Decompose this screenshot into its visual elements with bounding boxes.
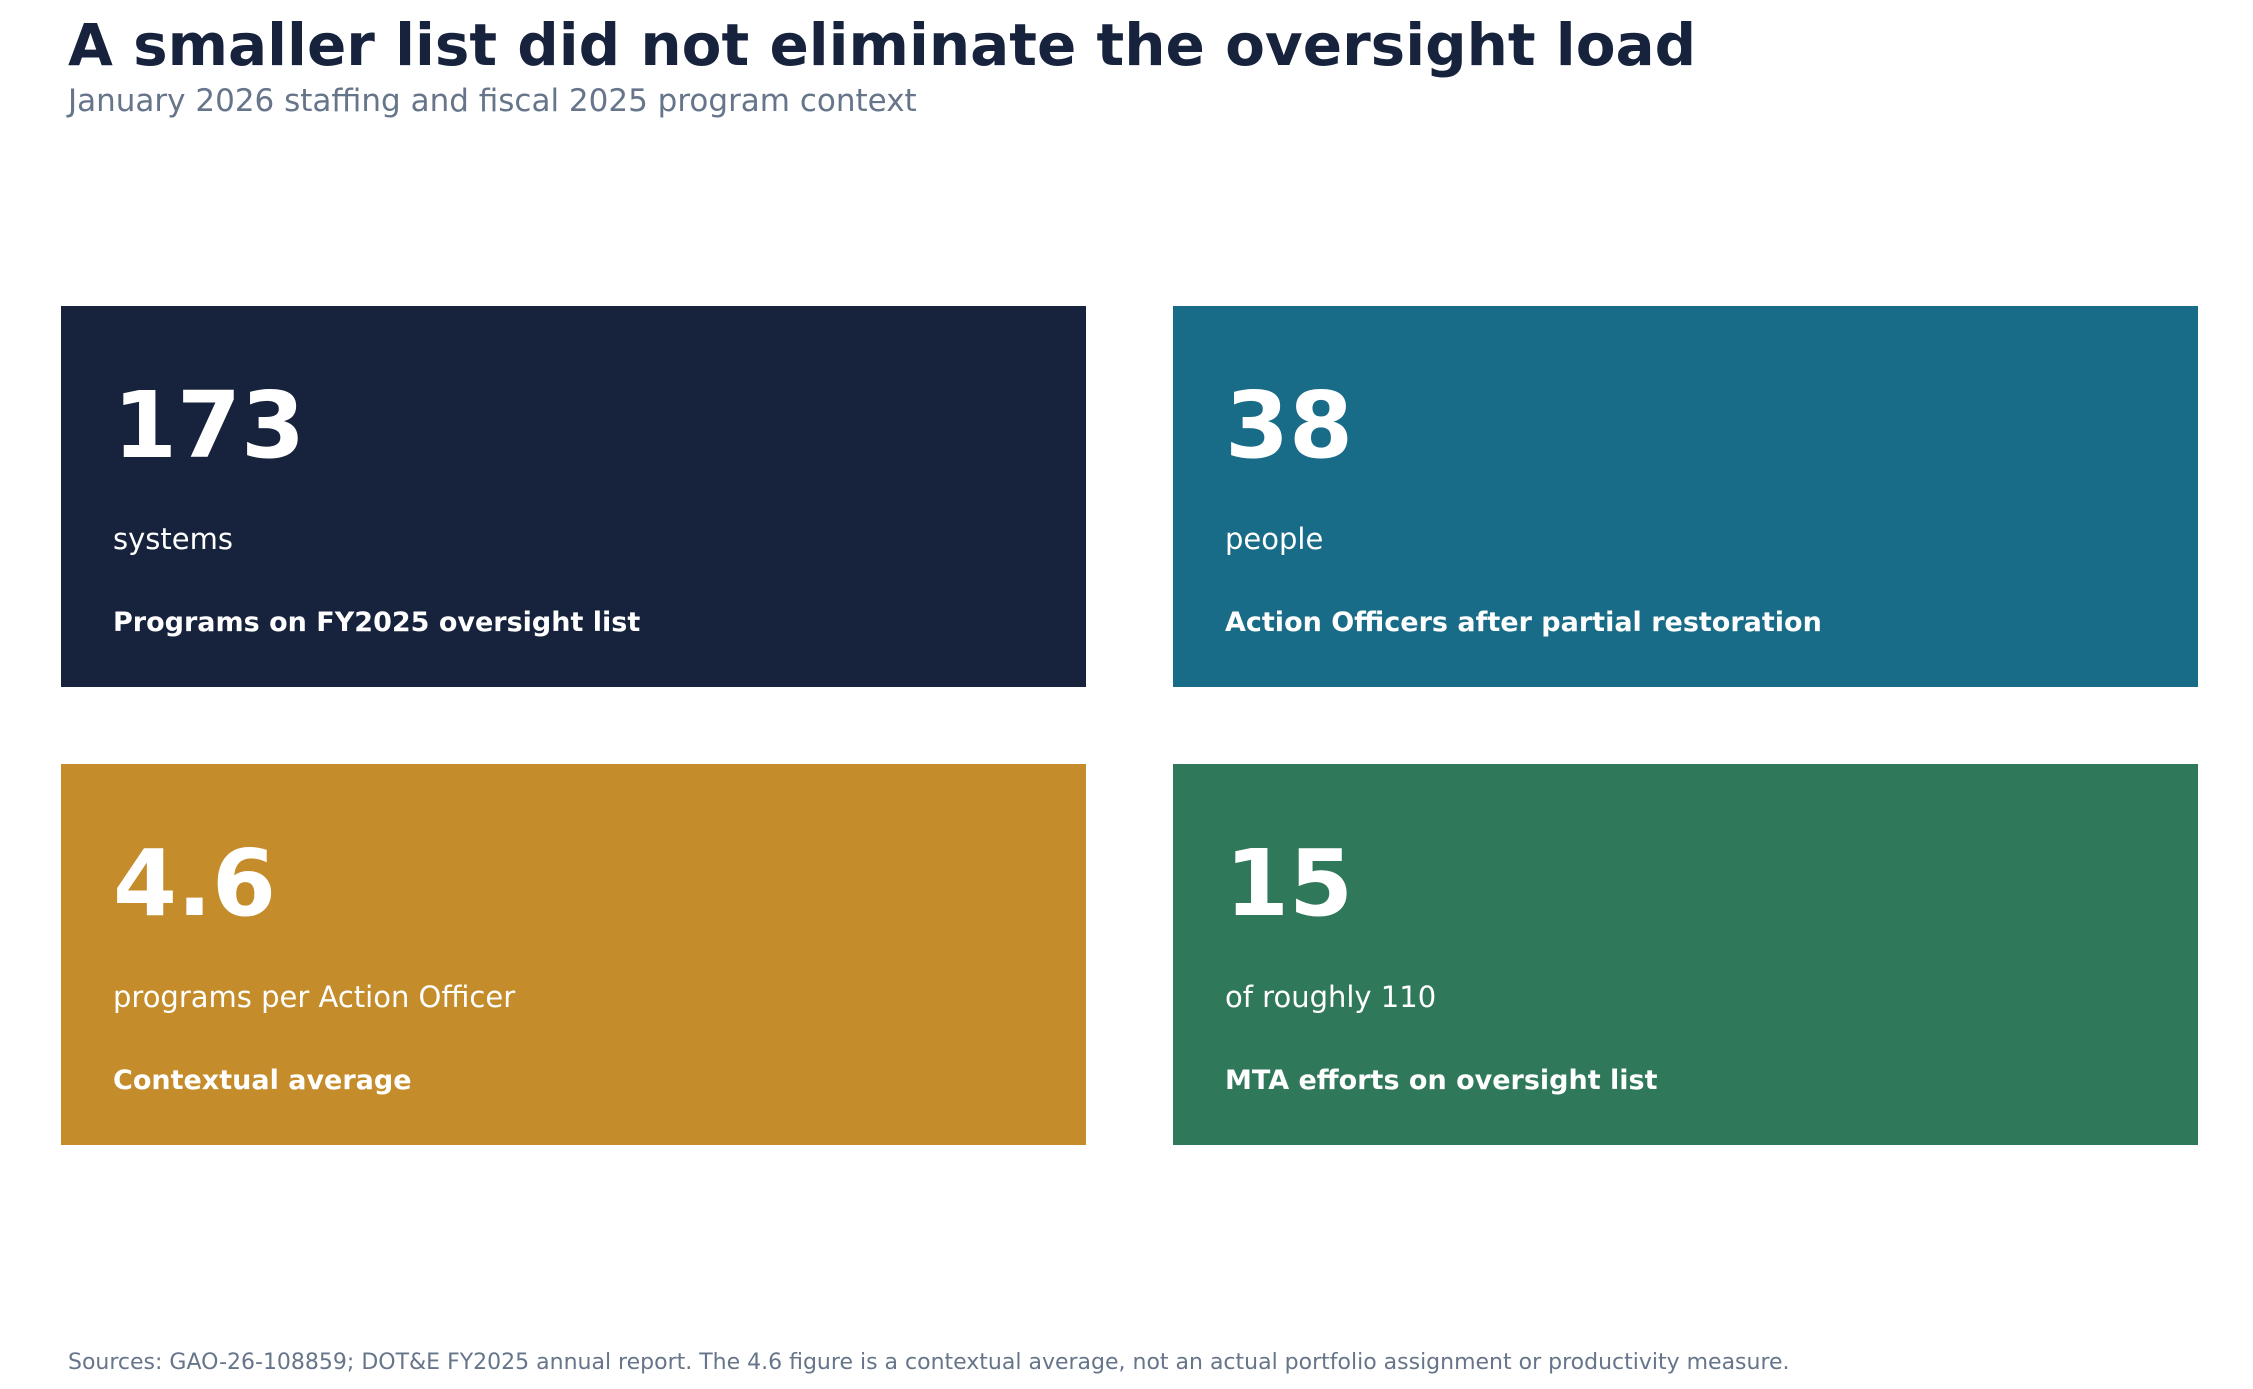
- kpi-value: 38: [1225, 372, 1354, 479]
- kpi-label: Contextual average: [113, 1065, 412, 1096]
- kpi-card-mta-efforts: 15 of roughly 110 MTA efforts on oversig…: [1173, 764, 2198, 1145]
- kpi-unit: programs per Action Officer: [113, 980, 516, 1014]
- kpi-card-programs: 173 systems Programs on FY2025 oversight…: [61, 306, 1086, 687]
- kpi-card-programs-per-officer: 4.6 programs per Action Officer Contextu…: [61, 764, 1086, 1145]
- chart-title: A smaller list did not eliminate the ove…: [68, 11, 1697, 79]
- kpi-value: 173: [113, 372, 306, 479]
- kpi-unit: of roughly 110: [1225, 980, 1437, 1014]
- kpi-label: Action Officers after partial restoratio…: [1225, 607, 1822, 638]
- chart-subtitle: January 2026 staffing and fiscal 2025 pr…: [68, 83, 917, 119]
- kpi-unit: systems: [113, 522, 233, 556]
- source-note: Sources: GAO-26-108859; DOT&E FY2025 ann…: [68, 1350, 1790, 1375]
- kpi-label: Programs on FY2025 oversight list: [113, 607, 641, 638]
- kpi-card-action-officers: 38 people Action Officers after partial …: [1173, 306, 2198, 687]
- kpi-value: 15: [1225, 830, 1354, 937]
- kpi-value: 4.6: [113, 830, 276, 937]
- kpi-unit: people: [1225, 522, 1324, 556]
- kpi-label: MTA efforts on oversight list: [1225, 1065, 1658, 1096]
